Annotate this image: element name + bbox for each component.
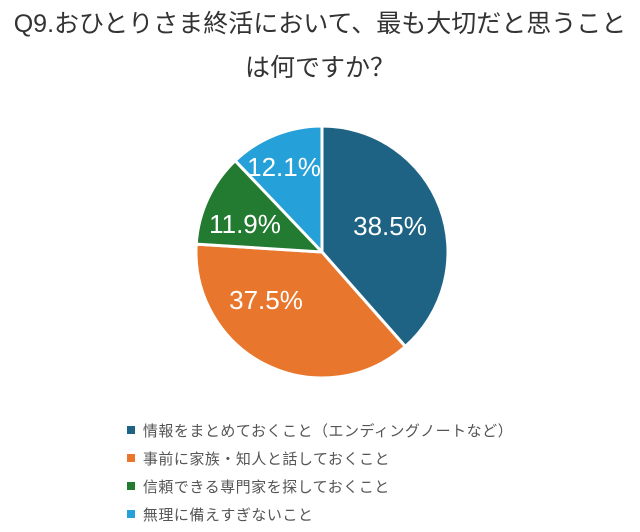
pie-slice-3: [233, 124, 324, 254]
legend-item-2: 信頼できる専門家を探しておくこと: [126, 478, 513, 496]
pie-slice-0: [320, 124, 450, 349]
pie-slice-label-2: 11.9%: [209, 209, 281, 239]
pie-slice-label-3: 12.1%: [247, 152, 321, 182]
legend-swatch-icon: [126, 454, 135, 462]
legend-item-label: 無理に備えすぎないこと: [142, 506, 314, 524]
legend-item-0: 情報をまとめておくこと（エンディングノートなど）: [126, 422, 514, 440]
legend-item-3: 無理に備えすぎないこと: [126, 506, 513, 524]
legend-swatch-icon: [126, 426, 135, 434]
legend-item-label: 情報をまとめておくこと（エンディングノートなど）: [142, 422, 514, 440]
pie-slice-2: [194, 159, 324, 254]
pie-slice-label-0: 38.5%: [353, 211, 427, 241]
pie-slice-label-1: 37.5%: [229, 285, 303, 315]
legend-item-label: 信頼できる専門家を探しておくこと: [142, 478, 390, 496]
pie-slice-1: [194, 242, 407, 380]
legend-swatch-icon: [126, 482, 135, 490]
chart-legend: 情報をまとめておくこと（エンディングノートなど） 事前に家族・知人と話しておくこと…: [126, 422, 514, 524]
legend-item-label: 事前に家族・知人と話しておくこと: [142, 450, 390, 468]
chart-title-line1: Q9.おひとりさま終活において、最も大切だと思うこと: [13, 10, 627, 38]
legend-swatch-icon: [126, 510, 135, 518]
legend-item-1: 事前に家族・知人と話しておくこと: [126, 450, 513, 468]
chart-title: Q9.おひとりさま終活において、最も大切だと思うこと は何ですか？: [0, 2, 640, 90]
chart-title-line2: は何ですか？: [244, 54, 395, 82]
pie-chart: 38.5% 37.5% 11.9% 12.1%: [194, 124, 450, 380]
